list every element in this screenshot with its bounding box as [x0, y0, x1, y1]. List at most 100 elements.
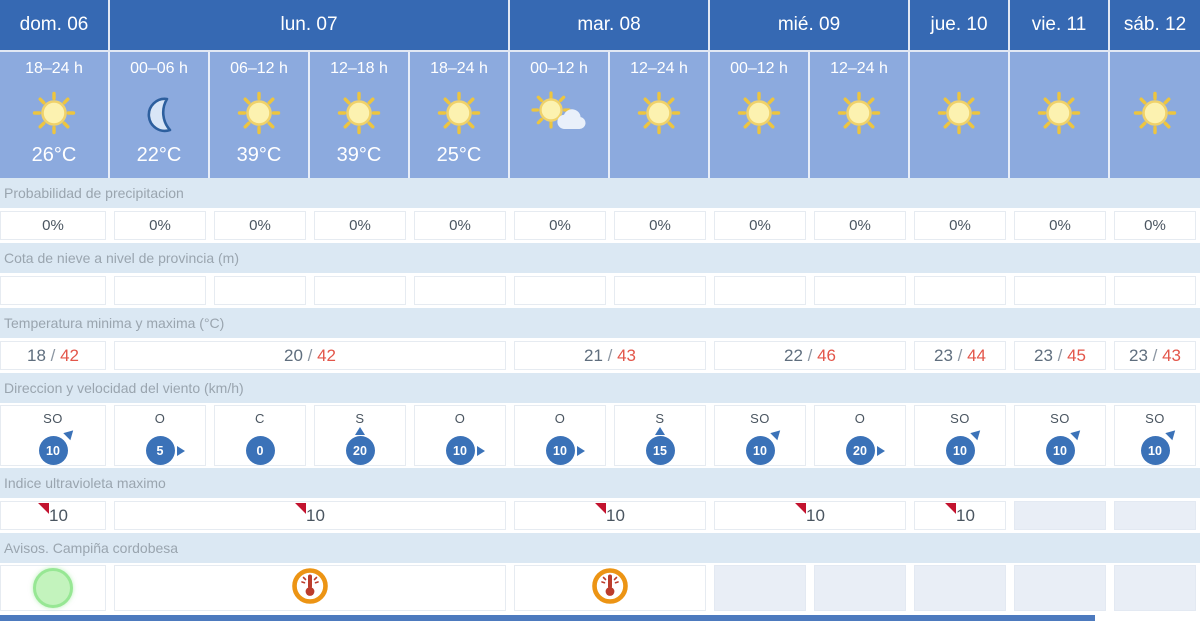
wind-widget: 10 [445, 436, 485, 465]
wind-cell-inner: SO 10 [1115, 406, 1195, 465]
uv-value: 10 [806, 505, 825, 525]
uv-flag-icon [945, 503, 957, 514]
precipitation-cell: 0% [914, 211, 1006, 240]
wind-cell-inner: SO 10 [1, 406, 105, 465]
wind-arrow-icon [476, 445, 485, 456]
wind-widget: 15 [645, 427, 675, 465]
day-label: mié. 09 [777, 14, 841, 35]
temperature-cell: 23 / 43 [1114, 341, 1196, 370]
day-label: sáb. 12 [1123, 14, 1187, 35]
temp-separator: / [45, 345, 61, 365]
snow-cell [714, 276, 806, 305]
wind-cell-inner: O 10 [515, 406, 605, 465]
wind-widget: 10 [1140, 426, 1179, 465]
wind-direction-label: SO [43, 411, 63, 426]
forecast-slot-1: 00–06 h 22°C [110, 52, 210, 178]
precipitation-cell: 0% [414, 211, 506, 240]
forecast-slot-0: 18–24 h 26°C [0, 52, 110, 178]
wind-direction-label: SO [950, 411, 970, 426]
day-header-3: mié. 09 [710, 0, 910, 50]
temp-min: 23 [933, 345, 953, 365]
heat-warning-icon [290, 566, 330, 610]
day-label: mar. 08 [577, 14, 641, 35]
temp-minmax: 18 / 42 [27, 346, 79, 366]
wind-arrow-icon [769, 426, 784, 441]
warnings-row [0, 563, 1200, 611]
uv-row: 10 10 10 10 10 [0, 498, 1200, 533]
time-range-label: 18–24 h [430, 60, 488, 77]
wind-direction-label: SO [750, 411, 770, 426]
day-header-6: sáb. 12 [1110, 0, 1200, 50]
warnings-cell [914, 565, 1006, 611]
wind-cell: O 10 [514, 405, 606, 466]
precipitation-value: 0% [1144, 217, 1166, 234]
temp-min: 18 [26, 345, 46, 365]
slot-temp-label: 22°C [136, 144, 182, 166]
uv-cell: 10 [114, 501, 506, 530]
snow-cell [514, 276, 606, 305]
temp-max: 44 [967, 345, 986, 365]
temp-minmax: 23 / 43 [1129, 346, 1181, 366]
wind-cell: SO 10 [1014, 405, 1106, 466]
uv-pair: 10 [295, 503, 325, 526]
time-range-label: 12–24 h [630, 60, 688, 77]
warnings-cell [1014, 565, 1106, 611]
wind-widget: 0 [245, 436, 275, 465]
precipitation-value: 0% [349, 217, 371, 234]
forecast-slot-6: 12–24 h [610, 52, 710, 178]
slot-temp-label: 39°C [236, 144, 282, 166]
day-header-5: vie. 11 [1010, 0, 1110, 50]
wind-speed-badge: 10 [545, 436, 575, 465]
snow-cell [1114, 276, 1196, 305]
wind-arrow-icon [876, 445, 885, 456]
temperature-cell: 23 / 45 [1014, 341, 1106, 370]
precipitation-value: 0% [549, 217, 571, 234]
wind-speed-badge: 20 [345, 436, 375, 465]
uv-pair: 10 [795, 503, 825, 526]
uv-cell: 10 [914, 501, 1006, 530]
wind-cell-inner: SO 10 [715, 406, 805, 465]
warnings-cell [0, 565, 106, 611]
precipitation-row: 0% 0% 0% 0% 0% 0% 0% 0% 0% 0% 0% 0% [0, 208, 1200, 243]
wind-speed-badge: 5 [145, 436, 175, 465]
temp-minmax: 23 / 44 [934, 346, 986, 366]
wind-speed-badge: 10 [745, 436, 775, 465]
wind-direction-label: O [154, 411, 166, 426]
wind-cell-inner: S 20 [315, 406, 405, 465]
sun-icon [910, 86, 1008, 140]
forecast-slot-4: 18–24 h 25°C [410, 52, 510, 178]
precipitation-value: 0% [849, 217, 871, 234]
wind-direction-label: O [554, 411, 566, 426]
wind-speed-badge: 10 [445, 436, 475, 465]
uv-cell [1114, 501, 1196, 530]
time-range-label: 00–12 h [530, 60, 588, 77]
slot-temp-label [810, 140, 908, 174]
temperature-cell: 18 / 42 [0, 341, 106, 370]
uv-value: 10 [606, 505, 625, 525]
wind-arrow-icon [1069, 426, 1084, 441]
moon-icon [110, 86, 208, 140]
wind-speed-badge: 20 [845, 436, 875, 465]
time-range-label: 12–24 h [830, 60, 888, 77]
wind-direction-label: O [454, 411, 466, 426]
precipitation-cell: 0% [1114, 211, 1196, 240]
temp-separator: / [952, 345, 968, 365]
precipitation-value: 0% [949, 217, 971, 234]
snow-cell [114, 276, 206, 305]
precipitation-value: 0% [749, 217, 771, 234]
slot-temp-label [610, 140, 708, 174]
precipitation-cell: 0% [1014, 211, 1106, 240]
precipitation-value: 0% [249, 217, 271, 234]
uv-cell: 10 [514, 501, 706, 530]
wind-cell: SO 10 [714, 405, 806, 466]
uv-value: 10 [49, 505, 68, 525]
temperature-cell: 22 / 46 [714, 341, 906, 370]
wind-speed-badge: 10 [1045, 436, 1075, 465]
forecast-slot-9 [910, 52, 1010, 178]
wind-widget: 5 [145, 436, 185, 465]
uv-flag-icon [795, 503, 807, 514]
